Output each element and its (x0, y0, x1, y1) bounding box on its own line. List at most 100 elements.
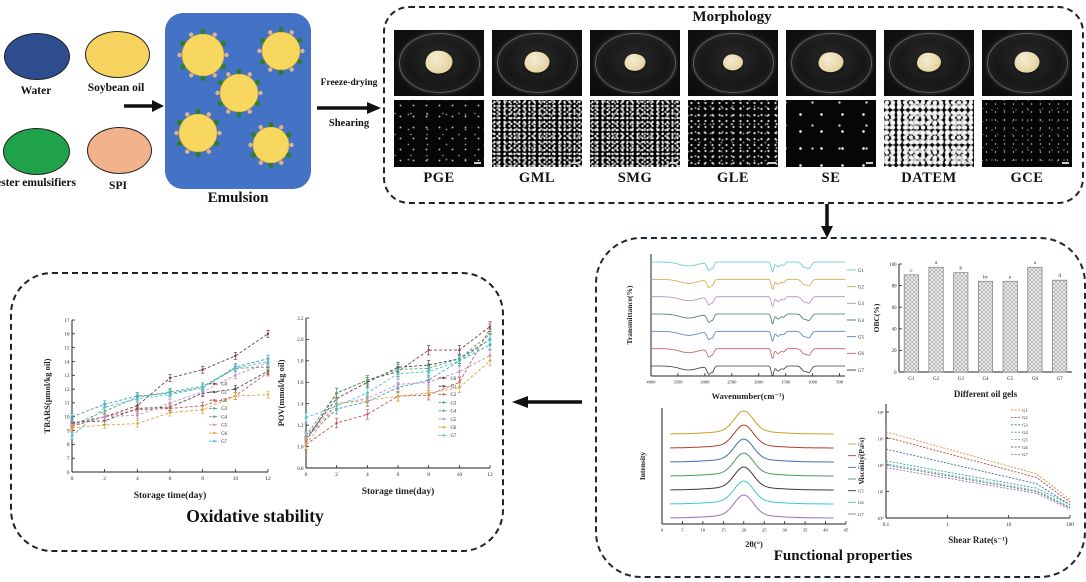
oleogel-blob (917, 52, 941, 72)
svg-text:80: 80 (892, 284, 897, 289)
oleogel-blob (624, 53, 646, 71)
pov-chart: 0.8 1.0 1.2 1.4 1.6 1.8 2.0 2.2 0 2 4 6 8 10 12 Storage… (276, 310, 496, 500)
svg-text:d: d (1058, 273, 1061, 279)
sample-label: PGE (423, 170, 455, 186)
svg-text:2000: 2000 (754, 380, 764, 385)
svg-text:G6: G6 (221, 432, 227, 437)
svg-text:15: 15 (65, 346, 71, 351)
svg-text:10: 10 (65, 416, 71, 421)
svg-text:G0: G0 (450, 377, 456, 382)
svg-text:G3: G3 (858, 465, 864, 470)
svg-text:3500: 3500 (673, 380, 683, 385)
left-arrow-icon (512, 396, 582, 408)
svg-text:G5: G5 (858, 335, 864, 340)
svg-text:10: 10 (457, 472, 463, 478)
petri-dish-rim (888, 33, 970, 93)
sample-label: SMG (617, 170, 653, 186)
svg-text:10²: 10² (878, 463, 885, 468)
svg-text:2θ(°): 2θ(°) (745, 539, 763, 549)
svg-text:TBARS(μmol/kg oil): TBARS(μmol/kg oil) (42, 358, 52, 433)
svg-text:500: 500 (836, 380, 844, 385)
svg-text:14: 14 (65, 360, 71, 365)
petri-dish-rim (986, 33, 1068, 93)
svg-text:G1: G1 (450, 385, 456, 390)
svg-text:2500: 2500 (727, 380, 737, 385)
svg-text:25: 25 (762, 528, 767, 533)
svg-text:8: 8 (201, 476, 204, 482)
svg-text:Different oil gels: Different oil gels (954, 389, 1018, 399)
mix-arrow-icon (124, 100, 164, 112)
morphology-title: Morphology (692, 9, 772, 25)
svg-text:4: 4 (366, 472, 369, 478)
svg-text:G4: G4 (221, 415, 227, 420)
svg-text:c: c (910, 268, 913, 274)
svg-text:0: 0 (894, 371, 897, 376)
svg-text:12: 12 (265, 476, 271, 482)
svg-text:8: 8 (67, 443, 70, 448)
xrd-chart: 0 5 10 15 20 25 30 35 40 45 2θ(°) Intensity G1 G2 G3 G4… (638, 400, 876, 552)
svg-text:10³: 10³ (878, 436, 885, 441)
morphology-sample-column: DATEM (884, 30, 974, 187)
svg-text:1.4: 1.4 (297, 403, 304, 408)
svg-text:5: 5 (681, 528, 684, 533)
clsm-micrograph (982, 100, 1072, 167)
svg-text:2: 2 (103, 476, 106, 482)
svg-text:100: 100 (1066, 522, 1074, 528)
sample-label: GCE (1010, 170, 1044, 186)
svg-text:40: 40 (892, 328, 897, 333)
oxidative-stability-panel (10, 272, 504, 552)
svg-text:G3: G3 (450, 401, 456, 406)
soybean-oil-label: Soybean oil (87, 82, 145, 94)
oleogel-blob (723, 54, 743, 71)
svg-text:11: 11 (65, 402, 70, 407)
svg-text:G5: G5 (1007, 377, 1014, 382)
svg-text:G4: G4 (858, 477, 864, 482)
svg-text:13: 13 (65, 374, 71, 379)
emulsion-schematic (165, 13, 311, 189)
svg-text:a: a (1034, 260, 1037, 266)
svg-text:G5: G5 (221, 424, 227, 429)
morphology-panel (383, 6, 1084, 204)
svg-text:10⁰: 10⁰ (877, 516, 884, 521)
clsm-micrograph (590, 100, 680, 167)
morphology-sample-column: GCE (982, 30, 1072, 187)
ester-emulsifiers-label: ester emulsifiers (0, 177, 76, 189)
water-ellipse (4, 33, 70, 80)
svg-text:G1: G1 (221, 391, 227, 396)
svg-text:20: 20 (892, 349, 897, 354)
svg-text:4000: 4000 (646, 380, 656, 385)
svg-text:G2: G2 (450, 393, 456, 398)
oleogel-blob (425, 50, 453, 74)
svg-text:G4: G4 (1022, 430, 1028, 435)
svg-text:G2: G2 (858, 285, 864, 290)
svg-text:G1: G1 (858, 442, 864, 447)
svg-text:Viscosity(Pa·s): Viscosity(Pa·s) (857, 437, 866, 485)
svg-text:G1: G1 (908, 377, 915, 382)
down-arrow-icon (821, 204, 833, 238)
oleogel-photo (884, 30, 974, 96)
svg-text:20: 20 (741, 528, 746, 533)
morphology-sample-column: GLE (688, 30, 778, 187)
viscosity-chart: 0.1 1 10 100 10⁰ 10¹ 10² 10³ 10⁴ Shear Rate(s⁻¹) V… (856, 396, 1080, 548)
svg-text:b: b (959, 266, 962, 272)
svg-text:0.8: 0.8 (297, 467, 304, 472)
svg-text:Storage time(day): Storage time(day) (362, 486, 435, 497)
svg-text:G3: G3 (1022, 423, 1028, 428)
tbars-chart: 6 7 8 9 10 11 12 13 14 15 16 17 0 2 4 6 8 10 12 Storage tim… (42, 312, 274, 504)
svg-text:100: 100 (889, 263, 897, 268)
svg-text:45: 45 (844, 528, 849, 533)
clsm-micrograph (688, 100, 778, 167)
oleogel-blob (524, 51, 550, 73)
svg-text:G5: G5 (858, 488, 864, 493)
svg-text:G4: G4 (858, 319, 864, 324)
morphology-sample-column: PGE (394, 30, 484, 187)
svg-text:G7: G7 (1022, 452, 1028, 457)
svg-text:G0: G0 (221, 383, 227, 388)
functional-properties-panel (595, 237, 1086, 578)
svg-text:30: 30 (782, 528, 787, 533)
morphology-columns: PGE GML SMG GLE SE DATEM GCE (394, 30, 1072, 187)
svg-text:G1: G1 (858, 269, 864, 274)
svg-text:2.2: 2.2 (297, 317, 304, 322)
svg-text:e: e (1009, 274, 1012, 280)
